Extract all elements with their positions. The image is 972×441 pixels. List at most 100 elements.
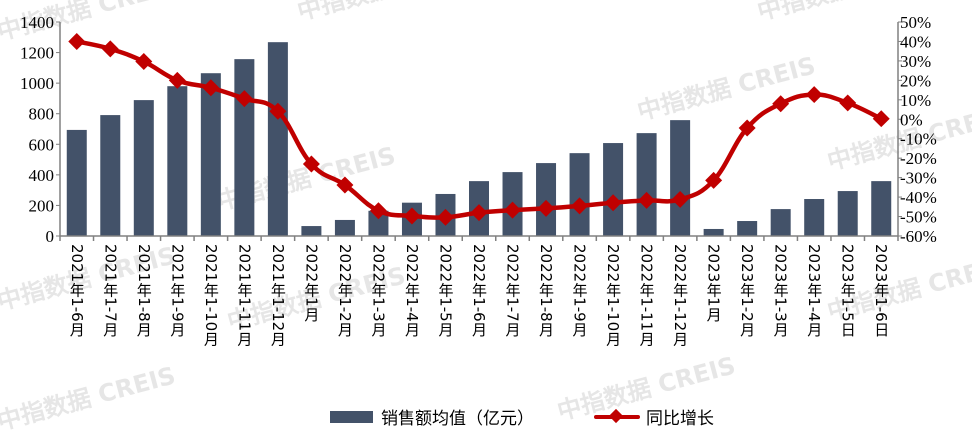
growth-marker [235, 90, 253, 108]
bar [200, 73, 221, 236]
x-tick-label: 2021年1-10月 [202, 244, 220, 347]
bar-series [66, 42, 892, 237]
bar [569, 153, 590, 236]
left-tick-label: 1000 [20, 74, 54, 93]
right-tick-label: -30% [900, 169, 937, 188]
x-tick-label: 2023年1-5日 [839, 244, 857, 337]
x-tick-label: 2022年1-9月 [571, 244, 589, 338]
growth-marker [403, 207, 421, 225]
right-tick-label: -20% [900, 149, 937, 168]
bar [167, 86, 188, 236]
x-tick-label: 2022年1-8月 [537, 244, 555, 338]
growth-marker [470, 204, 488, 222]
growth-marker [101, 40, 119, 58]
bar [804, 199, 825, 236]
left-tick-label: 400 [29, 166, 55, 185]
growth-marker [705, 171, 723, 189]
x-tick-label: 2023年1月 [705, 244, 723, 323]
growth-marker [571, 197, 589, 215]
x-tick-label: 2021年1-6月 [68, 244, 86, 338]
bar [703, 228, 724, 236]
right-tick-label: 20% [900, 71, 931, 90]
growth-marker [604, 194, 622, 212]
x-tick-label: 2021年1-11月 [235, 244, 253, 347]
right-tick-label: -60% [900, 227, 937, 246]
legend: 销售额均值（亿元） 同比增长 [330, 404, 714, 429]
bar [267, 42, 288, 237]
right-tick-label: 10% [900, 91, 931, 110]
left-tick-label: 800 [29, 105, 55, 124]
bar [737, 221, 758, 236]
x-tick-label: 2023年1-2月 [738, 244, 756, 338]
x-tick-label: 2022年1-12月 [671, 244, 689, 347]
right-tick-label: 50% [900, 13, 931, 32]
x-tick-label: 2022年1月 [302, 244, 320, 323]
bar [334, 219, 355, 236]
left-tick-label: 200 [29, 196, 55, 215]
bar [234, 59, 255, 236]
bar [100, 115, 121, 236]
bar [603, 143, 624, 236]
bar [66, 129, 87, 236]
bar [536, 163, 557, 236]
growth-marker [638, 191, 656, 209]
left-tick-label: 1400 [20, 13, 54, 32]
growth-marker [839, 94, 857, 112]
bar [301, 226, 322, 236]
x-tick-label: 2022年1-3月 [369, 244, 387, 338]
x-tick-label: 2022年1-10月 [604, 244, 622, 347]
left-tick-label: 1200 [20, 44, 54, 63]
left-tick-label: 600 [29, 135, 55, 154]
legend-line-swatch [594, 410, 640, 424]
legend-bar-swatch [330, 410, 373, 423]
watermark: 中指数据 CREIS [0, 361, 178, 435]
growth-marker [805, 86, 823, 104]
bar [636, 133, 657, 236]
x-tick-label: 2021年1-12月 [269, 244, 287, 347]
x-tick-label: 2021年1-9月 [168, 244, 186, 338]
x-tick-labels: 2021年1-6月 2021年1-7月 2021年1-8月 2021年1-9月 2021… [68, 244, 890, 347]
x-tick-label: 2022年1-4月 [403, 244, 421, 338]
x-tick-label: 2023年1-6日 [872, 244, 890, 337]
right-tick-label: 30% [900, 52, 931, 71]
growth-marker [872, 110, 890, 128]
x-tick-label: 2022年1-2月 [336, 244, 354, 338]
legend-bar-label: 销售额均值（亿元） [381, 409, 534, 429]
growth-marker [336, 176, 354, 194]
growth-marker [202, 79, 220, 97]
right-tick-label: -50% [900, 208, 937, 227]
growth-marker [135, 53, 153, 70]
right-tick-label: -40% [900, 188, 937, 207]
axes: 0 200 400 600 800 1000 1200 1400 -60%-50%-40%-30… [20, 13, 937, 246]
growth-marker [302, 155, 320, 173]
growth-marker [504, 201, 522, 219]
x-tick-label: 2022年1-7月 [504, 244, 522, 338]
line-series [68, 32, 890, 226]
x-tick-label: 2022年1-5月 [436, 244, 454, 338]
growth-marker [537, 199, 555, 217]
x-tick-label: 2021年1-7月 [101, 244, 119, 338]
x-tick-label: 2021年1-8月 [135, 244, 153, 338]
legend-line-label: 同比增长 [646, 409, 714, 429]
x-tick-label: 2023年1-3月 [772, 244, 790, 338]
x-tick-label: 2022年1-6月 [470, 244, 488, 338]
right-tick-label: -10% [900, 130, 937, 149]
bar [670, 120, 691, 236]
watermark: 中指数据 CREIS [634, 51, 818, 125]
growth-marker [68, 32, 86, 50]
growth-marker [269, 102, 287, 120]
right-tick-label: 0% [900, 110, 923, 129]
growth-marker [436, 208, 454, 226]
watermark: 中指数据 CREIS [294, 0, 478, 26]
bar [133, 100, 154, 236]
x-tick-label: 2022年1-11月 [638, 244, 656, 347]
right-tick-label: 40% [900, 32, 931, 51]
left-tick-label: 0 [46, 227, 55, 246]
growth-marker [369, 202, 387, 220]
bar [837, 191, 858, 236]
bar [368, 210, 389, 236]
growth-marker [772, 95, 790, 113]
growth-marker [168, 71, 186, 89]
bar [871, 181, 892, 236]
